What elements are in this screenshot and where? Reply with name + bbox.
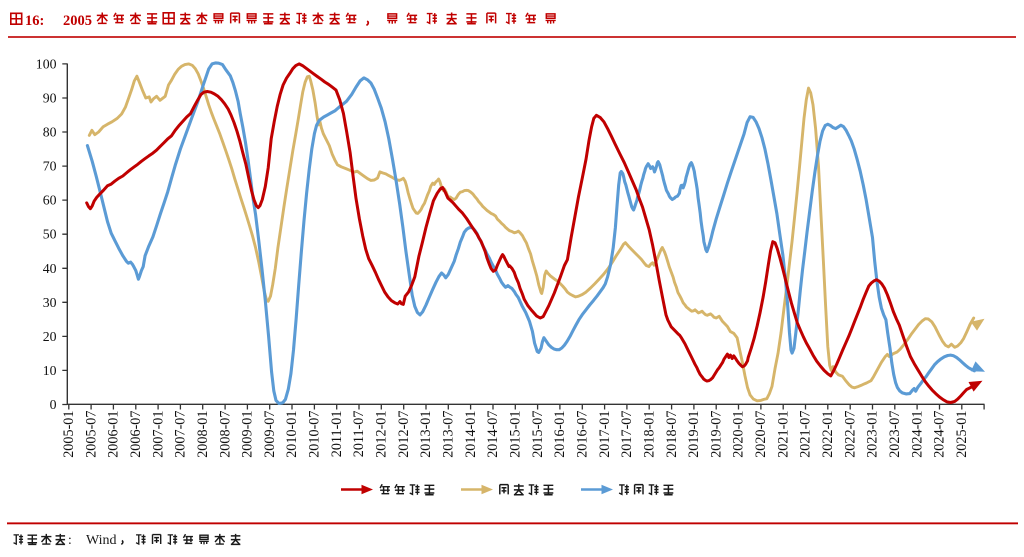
svg-text:40: 40 <box>43 261 57 276</box>
svg-text:90: 90 <box>43 91 57 106</box>
svg-text:0: 0 <box>50 397 57 412</box>
svg-text:30: 30 <box>43 295 57 310</box>
svg-text:2009-07: 2009-07 <box>262 411 278 458</box>
svg-text:2016-01: 2016-01 <box>552 411 568 458</box>
svg-text:2006-01: 2006-01 <box>106 411 122 458</box>
svg-text:2022-07: 2022-07 <box>842 411 858 458</box>
svg-text:70: 70 <box>43 159 57 174</box>
svg-text:2018-01: 2018-01 <box>641 411 657 458</box>
svg-text:2021-07: 2021-07 <box>798 411 814 458</box>
svg-text:20: 20 <box>43 329 57 344</box>
svg-text:2005-07: 2005-07 <box>83 411 99 458</box>
svg-text:Wind: Wind <box>86 533 117 548</box>
svg-text:60: 60 <box>43 193 57 208</box>
svg-text:2007-07: 2007-07 <box>173 411 189 458</box>
svg-text:2014-01: 2014-01 <box>463 411 479 458</box>
svg-text:2018-07: 2018-07 <box>664 411 680 458</box>
svg-text:50: 50 <box>43 227 57 242</box>
svg-text:2015-01: 2015-01 <box>508 411 524 458</box>
svg-text:2020-01: 2020-01 <box>731 411 747 458</box>
svg-text:2013-01: 2013-01 <box>418 411 434 458</box>
svg-text:2025-01: 2025-01 <box>954 411 970 458</box>
svg-text:2008-07: 2008-07 <box>217 411 233 458</box>
svg-text:2005-01: 2005-01 <box>61 411 77 458</box>
svg-text:2023-01: 2023-01 <box>865 411 881 458</box>
svg-text:2020-07: 2020-07 <box>753 411 769 458</box>
svg-text:2005: 2005 <box>63 13 92 29</box>
svg-text:2013-07: 2013-07 <box>441 411 457 458</box>
svg-text:2017-01: 2017-01 <box>597 411 613 458</box>
svg-text:2024-07: 2024-07 <box>932 411 948 458</box>
svg-text:2023-07: 2023-07 <box>887 411 903 458</box>
svg-text:2008-01: 2008-01 <box>195 411 211 458</box>
svg-text:2022-01: 2022-01 <box>820 411 836 458</box>
svg-text:2019-01: 2019-01 <box>686 411 702 458</box>
svg-text:2009-01: 2009-01 <box>240 411 256 458</box>
svg-text::: : <box>68 532 72 547</box>
svg-text:2006-07: 2006-07 <box>128 411 144 458</box>
svg-text:2024-01: 2024-01 <box>909 411 925 458</box>
svg-text:2012-01: 2012-01 <box>374 411 390 458</box>
svg-text:10: 10 <box>43 363 57 378</box>
svg-text:2011-01: 2011-01 <box>329 411 345 458</box>
svg-text:2012-07: 2012-07 <box>396 411 412 458</box>
svg-text:2019-07: 2019-07 <box>708 411 724 458</box>
svg-text:2017-07: 2017-07 <box>619 411 635 458</box>
svg-text:2010-07: 2010-07 <box>307 411 323 458</box>
svg-text:100: 100 <box>36 56 57 71</box>
svg-text:2021-01: 2021-01 <box>775 411 791 458</box>
svg-text:2010-01: 2010-01 <box>284 411 300 458</box>
svg-text:80: 80 <box>43 125 57 140</box>
svg-text:2015-07: 2015-07 <box>530 411 546 458</box>
svg-text:2011-07: 2011-07 <box>351 411 367 458</box>
svg-text:16:: 16: <box>25 13 44 29</box>
svg-text:2014-07: 2014-07 <box>485 411 501 458</box>
svg-text:2007-01: 2007-01 <box>150 411 166 458</box>
svg-text:2016-07: 2016-07 <box>575 411 591 458</box>
